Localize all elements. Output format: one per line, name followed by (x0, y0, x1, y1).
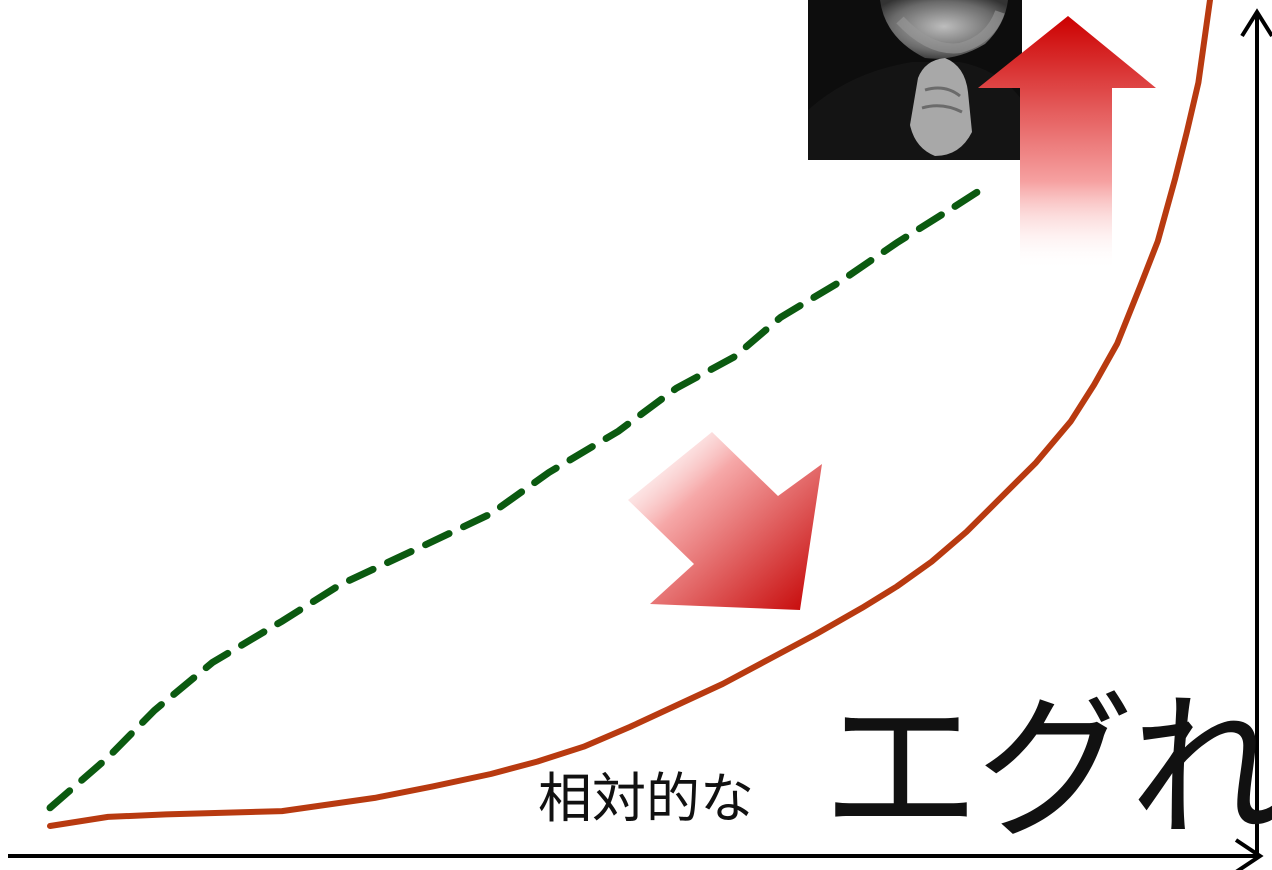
up-arrow-icon (978, 16, 1156, 270)
x-axis (8, 838, 1264, 870)
down-right-arrow-icon (628, 432, 822, 610)
annotation-main-label: エグれ (822, 677, 1272, 861)
series-solid-line (47, 0, 1213, 829)
y-axis-arrowhead-icon (1240, 8, 1272, 38)
series-dashed-line (46, 188, 982, 812)
x-axis-arrowhead-icon (1234, 838, 1264, 870)
portrait-photo (808, 0, 1022, 160)
annotation-prefix-label: 相対的な (538, 767, 754, 830)
y-axis (1240, 8, 1272, 856)
